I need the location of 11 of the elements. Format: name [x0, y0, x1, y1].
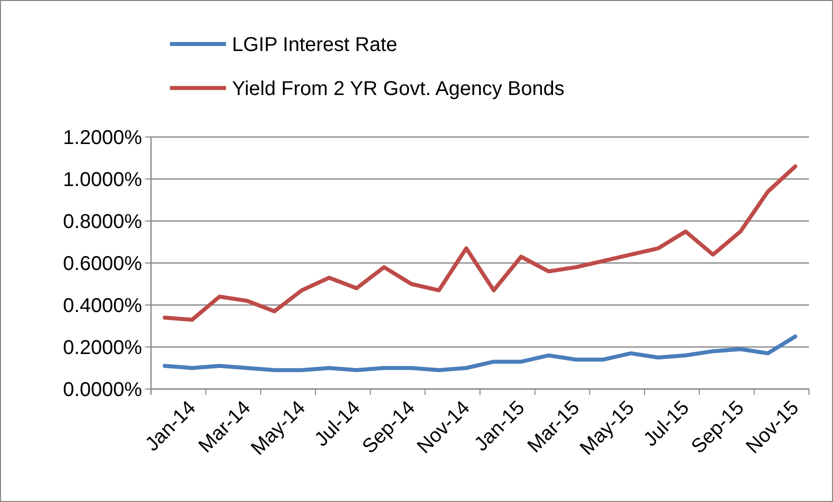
- y-tick-label: 0.6000%: [63, 253, 142, 275]
- legend-label: Yield From 2 YR Govt. Agency Bonds: [232, 78, 564, 100]
- legend-label: LGIP Interest Rate: [232, 34, 398, 56]
- y-tick-label: 0.0000%: [63, 379, 142, 401]
- line-series: [162, 164, 798, 322]
- y-tick-label: 1.2000%: [63, 127, 142, 149]
- line-series: [162, 334, 798, 372]
- y-tick-label: 1.0000%: [63, 169, 142, 191]
- y-tick-label: 0.2000%: [63, 337, 142, 359]
- y-tick-label: 0.4000%: [63, 295, 142, 317]
- y-tick-label: 0.8000%: [63, 211, 142, 233]
